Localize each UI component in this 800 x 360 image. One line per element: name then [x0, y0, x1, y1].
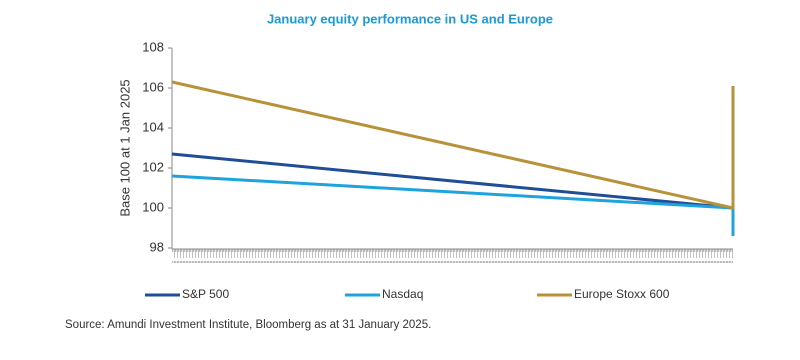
y-tick-label: 98 [150, 239, 164, 254]
series-line [171, 152, 734, 210]
series-line [171, 174, 735, 236]
y-tick-label: 108 [142, 39, 164, 54]
series-line [171, 80, 735, 210]
source-note: Source: Amundi Investment Institute, Blo… [65, 319, 431, 331]
y-tick-label: 100 [142, 199, 164, 214]
y-axis-label: Base 100 at 1 Jan 2025 [117, 79, 132, 216]
x-tick-strip [172, 249, 733, 263]
legend-label: Europe Stoxx 600 [574, 287, 670, 301]
y-tick-label: 106 [142, 79, 164, 94]
legend-label: Nasdaq [382, 287, 423, 301]
chart-title: January equity performance in US and Eur… [267, 11, 553, 26]
legend-label: S&P 500 [182, 287, 229, 301]
y-tick-label: 104 [142, 119, 164, 134]
y-tick-label: 102 [142, 159, 164, 174]
